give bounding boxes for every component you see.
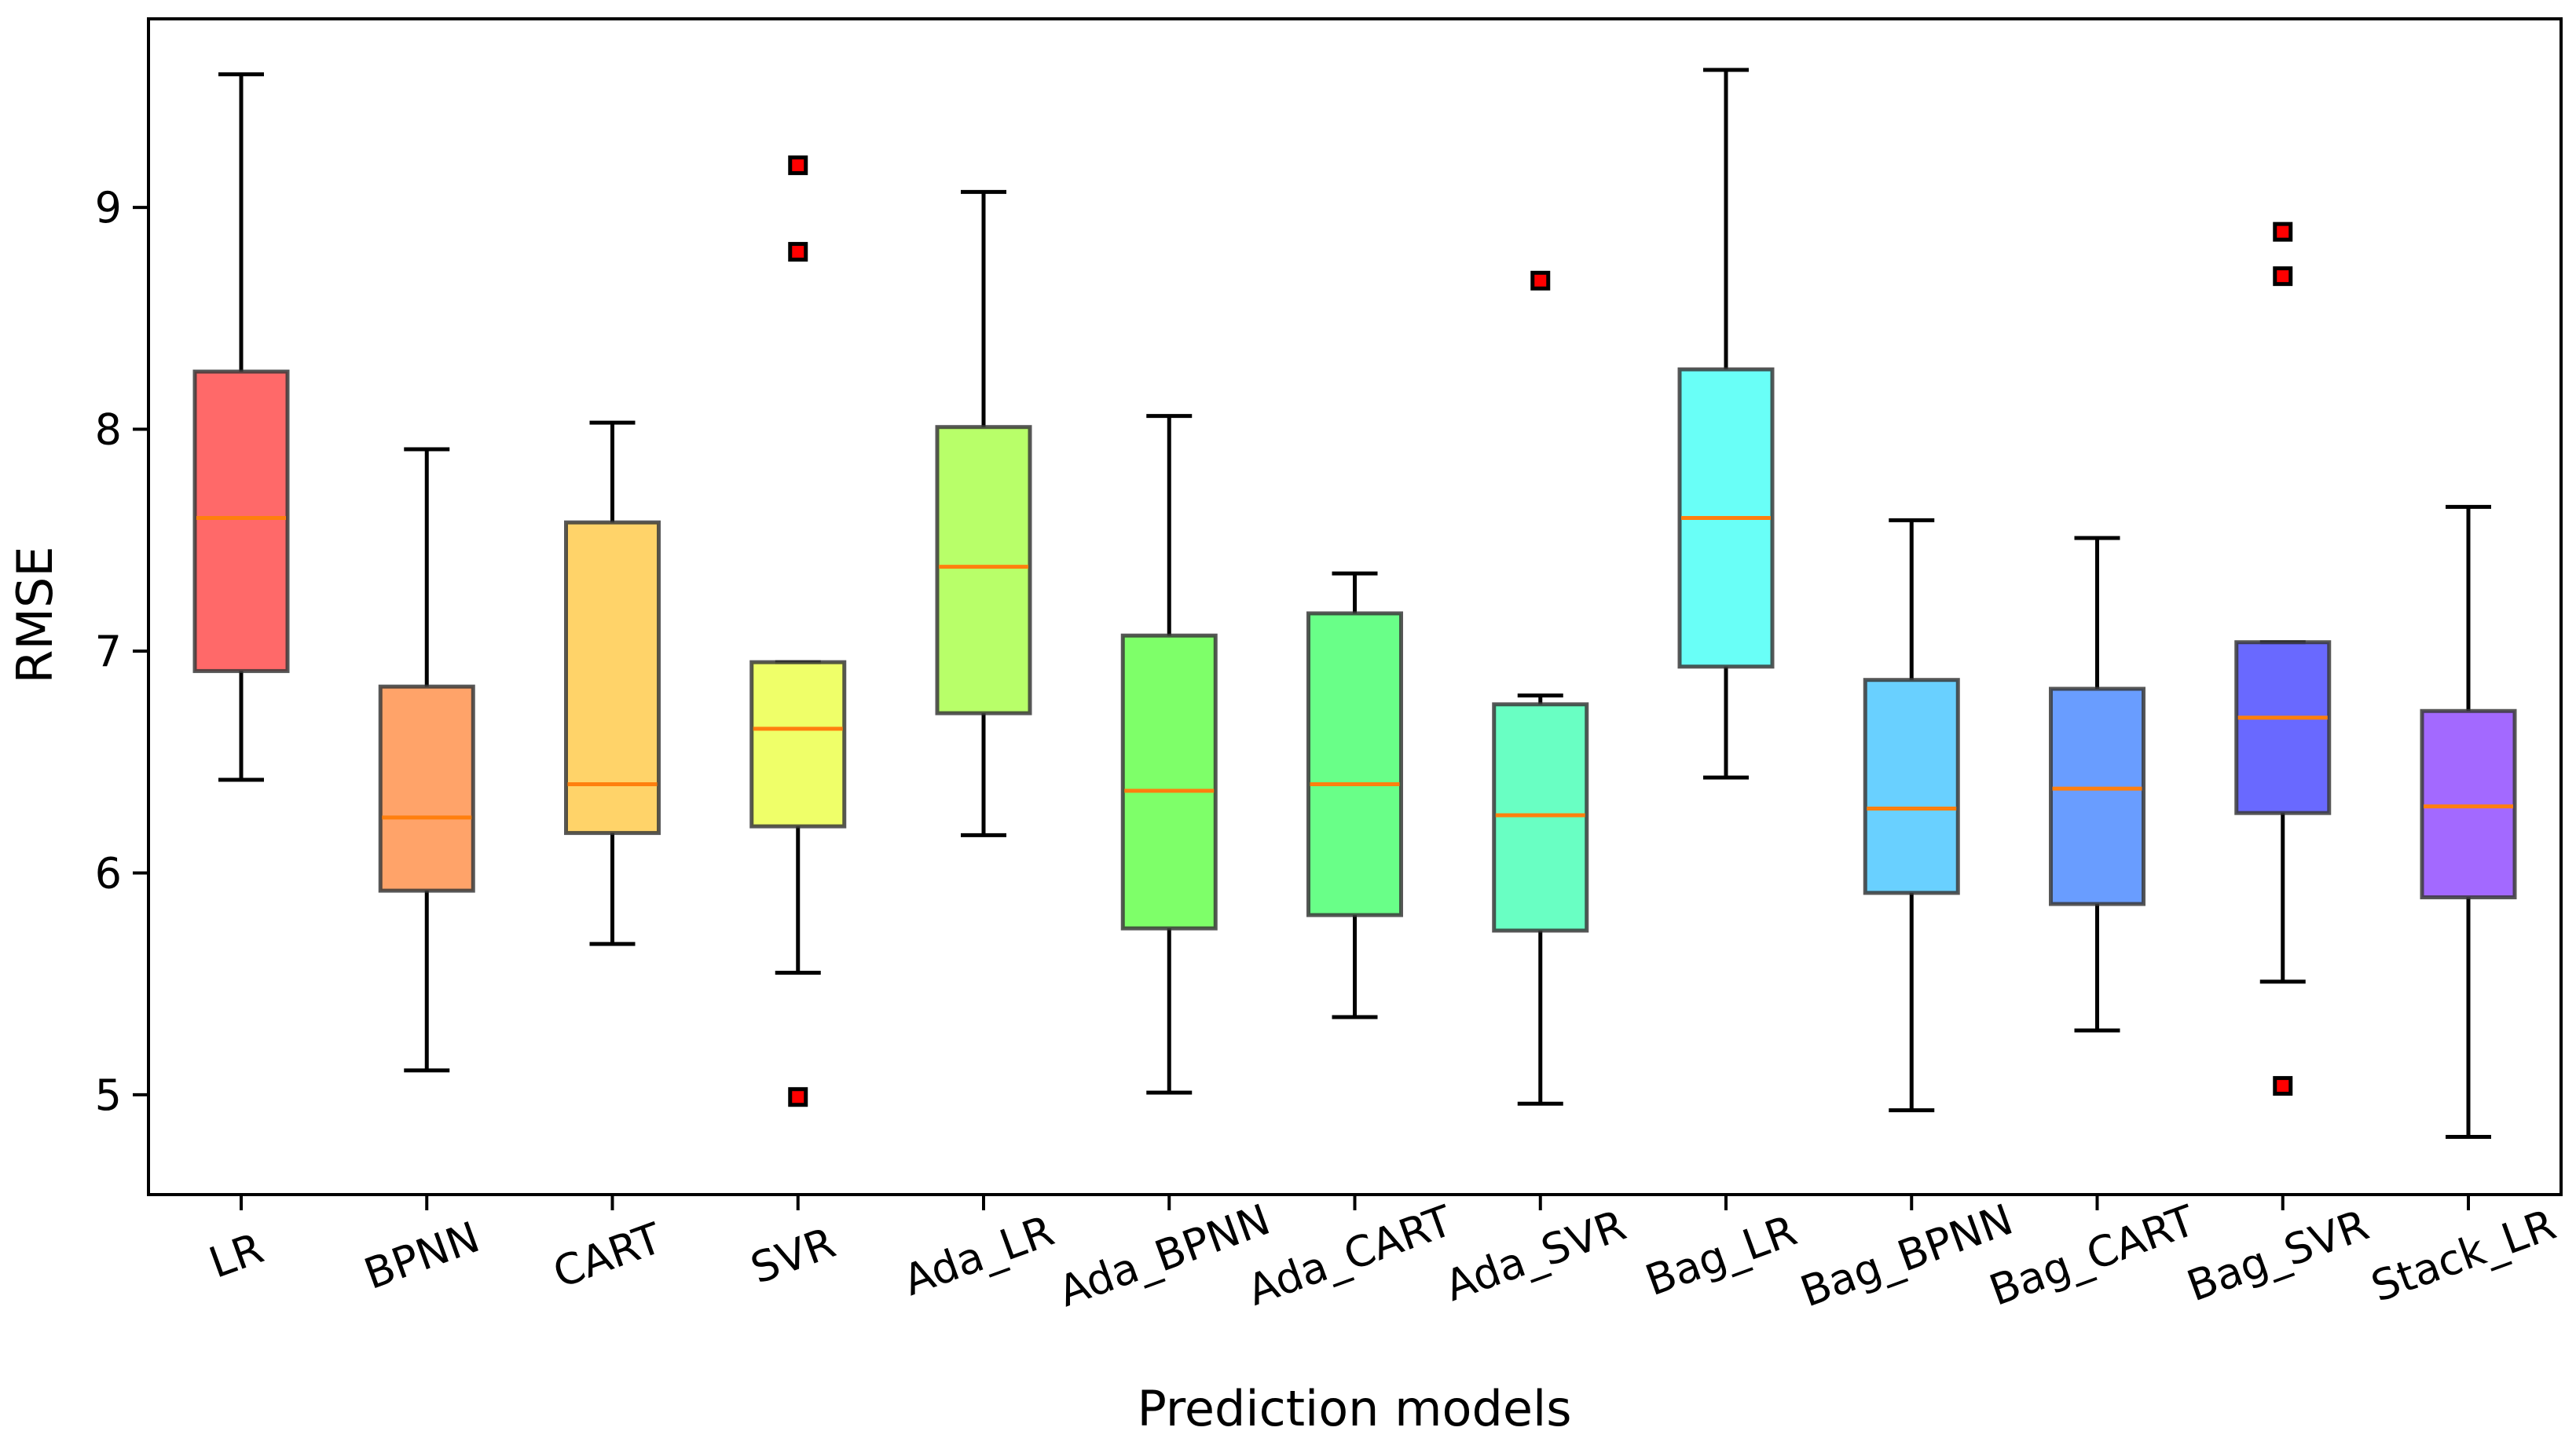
outlier-point [2273,1076,2293,1096]
y-tick-label: 6 [95,848,122,898]
y-ticks: 5 6 7 8 9 [95,183,148,1120]
x-tick-label: Bag_SVR [2181,1200,2375,1311]
box-iqr [1492,702,1589,933]
box-iqr [2049,686,2145,906]
y-axis-label: RMSE [6,546,64,683]
outlier-point [788,1087,808,1107]
box-iqr [564,520,661,836]
box-group-lr [192,72,290,782]
outlier-point [788,155,808,175]
box-iqr [1120,633,1218,931]
x-tick-label: LR [203,1223,269,1287]
x-ticks: LR BPNN CART SVR Ada_LRAda_BPNNAda_CARTAda_S… [203,1195,2562,1317]
box-iqr [749,660,847,829]
box-group-bag-bpnn [1863,518,1960,1113]
x-tick-label: CART [547,1213,669,1298]
y-tick-label: 9 [95,183,122,232]
outlier-point [1530,270,1551,291]
outlier-point [2273,266,2293,287]
x-tick-label: BPNN [357,1212,486,1299]
box-iqr [2420,708,2517,900]
box-group-bag-cart [2049,536,2145,1033]
box-iqr [378,684,475,893]
x-tick-label: Bag_LR [1639,1206,1803,1305]
boxes-layer [192,68,2517,1140]
box-iqr [192,369,290,673]
x-tick-label: Ada_LR [897,1206,1061,1305]
y-tick-label: 7 [95,627,122,676]
y-tick-label: 5 [95,1071,122,1120]
box-group-bag-svr [2234,221,2332,1096]
box-group-stack-lr [2420,504,2517,1140]
box-group-ada-lr [935,189,1032,837]
box-group-ada-svr [1492,270,1589,1106]
outlier-point [788,242,808,262]
box-group-bpnn [378,447,475,1073]
x-tick-label: Bag_BPNN [1794,1195,2019,1317]
box-group-svr [749,155,847,1107]
x-tick-label: Stack_LR [2365,1199,2562,1312]
x-tick-label: Ada_SVR [1438,1200,1632,1311]
x-tick-label: Bag_CART [1983,1195,2202,1316]
y-tick-label: 8 [95,405,122,455]
box-iqr [1306,611,1403,917]
box-group-bag-lr [1677,68,1775,780]
box-group-ada-bpnn [1120,414,1218,1095]
box-group-ada-cart [1306,571,1403,1019]
box-iqr [2234,640,2332,815]
box-iqr [1863,678,1960,895]
x-tick-label: SVR [745,1217,842,1293]
box-group-cart [564,420,661,946]
x-axis-label: Prediction models [1137,1380,1571,1437]
outlier-point [2273,221,2293,242]
x-tick-label: Ada_BPNN [1052,1195,1276,1316]
box-iqr [935,425,1032,716]
x-tick-label: Ada_CART [1241,1195,1460,1315]
